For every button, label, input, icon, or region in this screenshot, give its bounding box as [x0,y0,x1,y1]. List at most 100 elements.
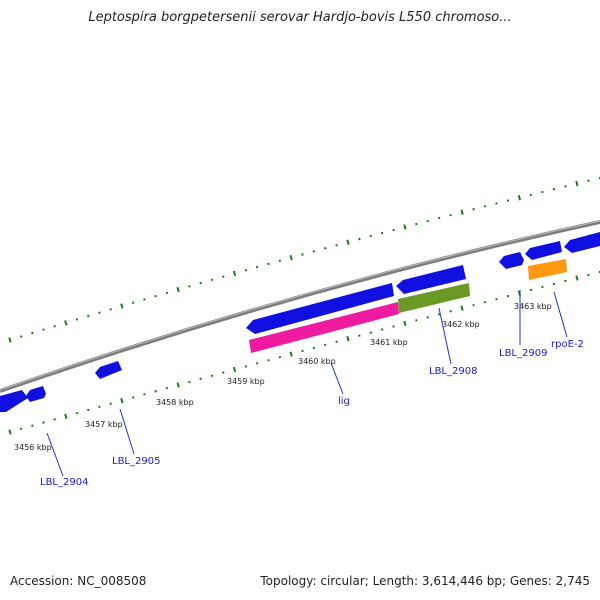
leader-lbl2904 [46,432,64,477]
upper-track-tick [369,234,372,238]
lower-track-tick [210,374,214,377]
upper-track-tick [415,222,418,226]
upper-track-tick [31,331,34,335]
upper-track-tick [301,253,304,256]
gene-arrow-cds-long-2[interactable] [396,265,466,294]
gene-arrow-lbl2904[interactable] [26,386,46,402]
upper-track-tick [232,270,237,277]
lower-track-tick [392,325,395,328]
upper-tick-track [8,177,600,343]
upper-track-tick [472,208,475,211]
lower-track-tick [267,358,270,362]
upper-track-tick [449,213,452,217]
leader-lbl2905 [119,408,135,455]
gene-label-lig[interactable]: lig [338,396,350,407]
upper-track-tick [506,199,510,202]
lower-track-tick [131,396,135,399]
gene-label-lbl2908[interactable]: LBL_2908 [429,366,477,377]
gene-arrow-lbl2905[interactable] [95,361,122,379]
lower-track-tick [199,377,202,381]
lower-track-tick [472,303,475,307]
upper-track-tick [199,281,202,285]
kbp-label-3461: 3461 kbp [370,338,408,347]
gene-bar-rpoE-2[interactable] [528,259,567,280]
upper-track-tick [380,231,384,235]
upper-track-tick [403,224,407,230]
gene-bar-lig[interactable] [249,302,399,353]
lower-track-tick [120,397,124,404]
leader-lbl2908 [438,307,452,365]
upper-track-tick [244,269,248,272]
upper-track-tick [587,179,590,182]
lower-track-tick [335,340,338,343]
gene-label-lbl2904[interactable]: LBL_2904 [40,477,88,488]
lower-track-tick [403,320,407,327]
accession-text: Accession: NC_008508 [10,574,147,588]
upper-track-tick [188,285,191,288]
lower-track-tick [176,382,180,388]
kbp-label-3460: 3460 kbp [298,357,336,366]
upper-track-tick [346,239,350,245]
gene-label-lbl2905[interactable]: LBL_2905 [112,456,160,467]
lower-track-tick [255,362,259,365]
kbp-label-3463: 3463 kbp [514,302,552,311]
lower-track-tick [31,424,34,427]
upper-track-tick [87,314,90,318]
gene-arrow-cds-long-1[interactable] [246,283,394,334]
upper-track-tick [19,335,23,338]
upper-track-tick [323,247,327,250]
lower-track-tick [564,279,567,283]
lower-track-tick [87,408,90,412]
lower-track-tick [449,310,452,313]
kbp-label-3459: 3459 kbp [227,377,265,386]
gene-arrow-lbl2904-left[interactable] [0,390,28,412]
lower-track-tick [165,386,169,390]
upper-track-tick [75,318,79,321]
upper-track-tick [267,262,270,266]
lower-track-tick [426,316,429,319]
upper-track-tick [575,180,579,187]
upper-track-tick [312,250,316,253]
upper-track-tick [278,259,282,262]
lower-track-tick [312,346,316,350]
upper-track-tick [495,202,498,205]
gene-label-lbl2909[interactable]: LBL_2909 [499,348,547,359]
kbp-label-3456: 3456 kbp [14,443,52,452]
upper-track-tick [358,237,361,241]
lower-track-tick [415,319,418,322]
gene-arrow-lbl2909[interactable] [499,252,524,269]
gene-arrow-cds-3[interactable] [525,241,562,260]
upper-track-tick [483,205,487,208]
chromosome-backbone [0,220,600,393]
lower-track-tick [64,413,68,419]
upper-track-tick [98,311,101,315]
upper-track-tick [460,209,464,215]
lower-track-tick [278,355,282,359]
upper-track-tick [109,308,112,311]
lower-track-tick [552,282,556,286]
leader-lig [330,362,344,395]
upper-track-tick [437,216,441,220]
lower-track-tick [495,297,498,301]
gene-label-rpoE-2[interactable]: rpoE-2 [551,339,584,350]
lower-track-tick [53,418,56,421]
leader-rpoE-2 [553,291,568,338]
lower-track-tick [575,275,579,281]
upper-track-tick [8,337,12,343]
upper-track-tick [143,298,146,301]
lower-track-tick [222,371,225,374]
gene-arrow-cds-4[interactable] [564,232,600,253]
upper-track-tick [53,324,56,328]
lower-track-tick [244,365,248,368]
upper-track-tick [289,254,293,261]
lower-track-tick [289,351,293,357]
lower-track-tick [437,313,441,316]
upper-track-tick [255,265,259,269]
lower-tick-track [8,271,600,435]
lower-track-tick [188,380,191,384]
gene-bar-lbl2908[interactable] [398,283,470,313]
lower-track-tick [109,402,112,406]
upper-track-tick [517,195,521,201]
